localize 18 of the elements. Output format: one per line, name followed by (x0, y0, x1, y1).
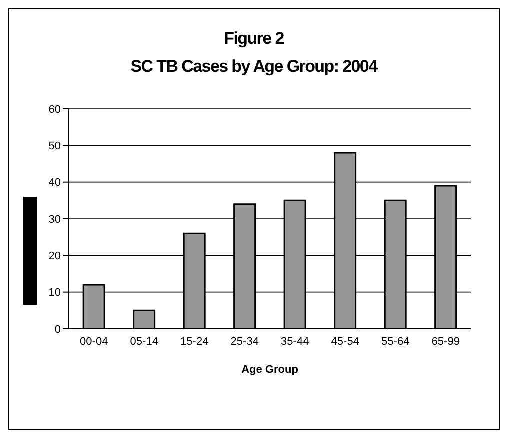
y-tick-label: 0 (54, 324, 61, 336)
x-tick-label: 45-54 (331, 336, 360, 348)
y-tick-label: 60 (48, 104, 61, 116)
x-tick-label: 05-14 (130, 336, 158, 348)
y-tick-label: 30 (48, 214, 61, 226)
y-tick-label: 10 (48, 287, 61, 300)
x-tick-label: 15-24 (180, 336, 209, 348)
y-tick-label: 50 (48, 140, 61, 153)
x-tick-label: 65-99 (432, 336, 460, 348)
x-tick-label: 55-64 (382, 336, 410, 348)
x-axis-title: Age Group (242, 364, 299, 376)
chart-subtitle: SC TB Cases by Age Group: 2004 (130, 57, 379, 77)
chart-title: Figure 2 (223, 29, 285, 49)
x-tick-label: 35-44 (281, 336, 310, 348)
y-tick-label: 20 (48, 250, 61, 263)
y-tick-label: 40 (48, 177, 61, 190)
x-tick-label: 00-04 (80, 336, 108, 348)
x-tick-label: 25-34 (230, 336, 259, 348)
